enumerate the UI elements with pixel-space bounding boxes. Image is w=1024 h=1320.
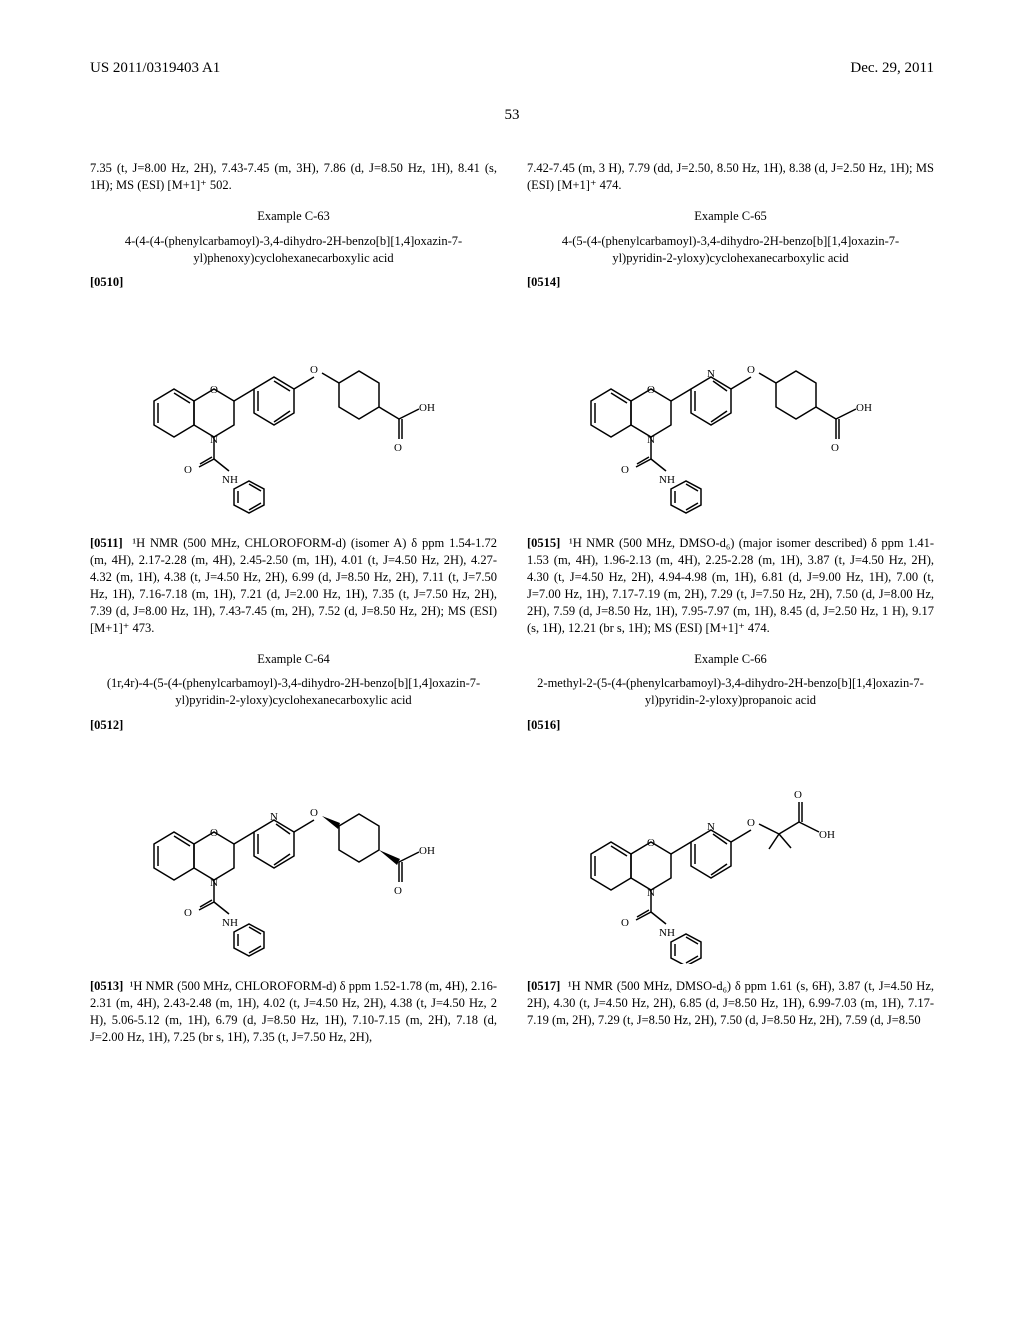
svg-text:O: O	[310, 364, 318, 376]
example-c66-title: Example C-66	[527, 651, 934, 668]
left-column: 7.35 (t, J=8.00 Hz, 2H), 7.43-7.45 (m, 3…	[90, 154, 497, 1052]
para-num-0510: [0510]	[90, 275, 123, 289]
compound-c63-name: 4-(4-(4-(phenylcarbamoyl)-3,4-dihydro-2H…	[90, 233, 497, 267]
svg-text:O: O	[621, 917, 629, 929]
patent-date: Dec. 29, 2011	[850, 60, 934, 77]
nmr-c66: [0517] ¹H NMR (500 MHz, DMSO-d₆) δ ppm 1…	[527, 978, 934, 1029]
svg-text:O: O	[831, 442, 839, 454]
svg-text:O: O	[394, 442, 402, 454]
nmr-c65: [0515] ¹H NMR (500 MHz, DMSO-d₆) (major …	[527, 535, 934, 636]
two-column-layout: 7.35 (t, J=8.00 Hz, 2H), 7.43-7.45 (m, 3…	[90, 154, 934, 1052]
svg-text:N: N	[270, 811, 278, 823]
compound-c65-name: 4-(5-(4-(phenylcarbamoyl)-3,4-dihydro-2H…	[527, 233, 934, 267]
svg-text:O: O	[621, 464, 629, 476]
svg-text:N: N	[707, 821, 715, 833]
svg-text:OH: OH	[419, 845, 435, 857]
svg-text:O: O	[747, 364, 755, 376]
example-c64-title: Example C-64	[90, 651, 497, 668]
patent-header: US 2011/0319403 A1 Dec. 29, 2011	[90, 60, 934, 77]
para-num-0516: [0516]	[527, 718, 560, 732]
nmr-c63: [0511] ¹H NMR (500 MHz, CHLOROFORM-d) (i…	[90, 535, 497, 636]
nmr-continuation-right: 7.42-7.45 (m, 3 H), 7.79 (dd, J=2.50, 8.…	[527, 160, 934, 194]
structure-c64: O N O NH N O	[124, 744, 464, 964]
svg-text:OH: OH	[819, 829, 835, 841]
right-column: 7.42-7.45 (m, 3 H), 7.79 (dd, J=2.50, 8.…	[527, 154, 934, 1052]
svg-text:O: O	[210, 384, 218, 396]
compound-c66-name: 2-methyl-2-(5-(4-(phenylcarbamoyl)-3,4-d…	[527, 675, 934, 709]
svg-text:NH: NH	[659, 927, 675, 939]
svg-text:NH: NH	[659, 474, 675, 486]
svg-text:O: O	[184, 464, 192, 476]
svg-text:O: O	[647, 384, 655, 396]
svg-text:O: O	[310, 807, 318, 819]
svg-text:NH: NH	[222, 917, 238, 929]
compound-c64-name: (1r,4r)-4-(5-(4-(phenylcarbamoyl)-3,4-di…	[90, 675, 497, 709]
svg-text:O: O	[394, 885, 402, 897]
nmr-c64: [0513] ¹H NMR (500 MHz, CHLOROFORM-d) δ …	[90, 978, 497, 1046]
svg-text:O: O	[647, 837, 655, 849]
page-number: 53	[90, 107, 934, 124]
para-num-0512: [0512]	[90, 718, 123, 732]
svg-text:O: O	[747, 817, 755, 829]
svg-text:N: N	[707, 368, 715, 380]
nmr-continuation-left: 7.35 (t, J=8.00 Hz, 2H), 7.43-7.45 (m, 3…	[90, 160, 497, 194]
structure-c66: O N O NH N O	[561, 744, 901, 964]
svg-text:OH: OH	[419, 402, 435, 414]
para-num-0514: [0514]	[527, 275, 560, 289]
svg-text:NH: NH	[222, 474, 238, 486]
example-c65-title: Example C-65	[527, 208, 934, 225]
structure-c65: O N O NH N O	[561, 301, 901, 521]
svg-text:OH: OH	[856, 402, 872, 414]
svg-text:O: O	[210, 827, 218, 839]
svg-text:O: O	[794, 789, 802, 801]
example-c63-title: Example C-63	[90, 208, 497, 225]
patent-number: US 2011/0319403 A1	[90, 60, 220, 77]
structure-c63: O N O NH	[124, 301, 464, 521]
svg-text:O: O	[184, 907, 192, 919]
